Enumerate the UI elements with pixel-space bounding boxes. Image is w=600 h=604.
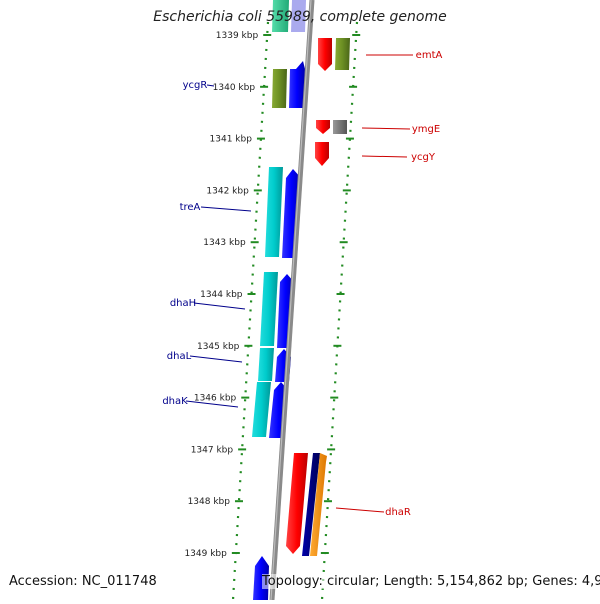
tick-label: 1348 kbp: [188, 497, 231, 507]
tick-label: 1347 kbp: [191, 445, 234, 455]
gene-label-dhaK[interactable]: dhaK: [162, 396, 188, 407]
tick-label: 1340 kbp: [213, 83, 256, 93]
left-dotted-guide: [231, 21, 270, 601]
gene-gray-1[interactable]: [333, 120, 347, 134]
gene-leader-line: [361, 155, 408, 158]
genome-backbone-highlight: [270, 0, 312, 601]
gene-emtA[interactable]: [318, 38, 332, 71]
gene-label-treA[interactable]: treA: [180, 202, 201, 213]
gene-leader-line: [200, 206, 252, 212]
tick-marks: 1339 kbp 1340 kbp 1341 kbp 1342 kbp 1343 kbp…: [184, 31, 361, 559]
gene-navy-1[interactable]: [302, 453, 320, 556]
gene-olive-1[interactable]: [335, 38, 350, 70]
gene-label-dhaH[interactable]: dhaH: [170, 298, 196, 309]
gene-dhaH[interactable]: [260, 272, 278, 346]
tick-label: 1343 kbp: [203, 238, 246, 248]
gene-ycgY[interactable]: [315, 142, 329, 166]
gene-ycgR[interactable]: [272, 69, 287, 108]
gene-label-ycgY[interactable]: ycgY: [411, 152, 436, 163]
gene-features: [252, 0, 350, 600]
gene-label-emtA[interactable]: emtA: [416, 50, 443, 61]
gene-label-ymgE[interactable]: ymgE: [412, 124, 440, 135]
gene-leader-line: [361, 127, 411, 130]
tick-label: 1344 kbp: [200, 290, 243, 300]
gene-leader-line: [185, 400, 239, 408]
gene-blue-1[interactable]: [289, 61, 305, 108]
genome-backbone: [269, 0, 315, 601]
gene-partial-top-2[interactable]: [291, 0, 306, 32]
gene-leader-line: [189, 355, 243, 363]
accession-text: Accession: NC_011748: [9, 574, 157, 589]
gene-label-ycgR[interactable]: ycgR: [183, 80, 208, 91]
tick-label: 1349 kbp: [184, 549, 227, 559]
gene-leader-line: [206, 84, 215, 87]
gene-partial-bottom[interactable]: [253, 556, 269, 600]
gene-dhaK[interactable]: [252, 382, 271, 437]
gene-leader-line: [193, 302, 246, 310]
gene-treA[interactable]: [265, 167, 283, 257]
gene-label-dhaL[interactable]: dhaL: [167, 351, 192, 362]
tick-label: 1339 kbp: [216, 31, 259, 41]
tick-label: 1346 kbp: [194, 394, 237, 404]
gene-labels: ycgR treA dhaH dhaL dhaK emtA ymgE ycgY dhaR: [162, 50, 442, 518]
gene-leader-line: [335, 507, 385, 513]
topology-text: Topology: circular; Length: 5,154,862 bp…: [262, 574, 600, 589]
gene-ymgE[interactable]: [316, 120, 330, 134]
gene-partial-top-1[interactable]: [272, 0, 289, 32]
gene-label-dhaR[interactable]: dhaR: [385, 507, 411, 518]
gene-dhaR[interactable]: [286, 453, 308, 554]
right-dotted-guide: [320, 21, 359, 601]
tick-label: 1342 kbp: [206, 186, 249, 196]
gene-orange-1[interactable]: [310, 453, 327, 556]
tick-label: 1345 kbp: [197, 342, 240, 352]
page-title: Escherichia coli 55989, complete genome: [153, 9, 447, 25]
gene-dhaL[interactable]: [258, 348, 274, 381]
tick-label: 1341 kbp: [210, 135, 253, 145]
